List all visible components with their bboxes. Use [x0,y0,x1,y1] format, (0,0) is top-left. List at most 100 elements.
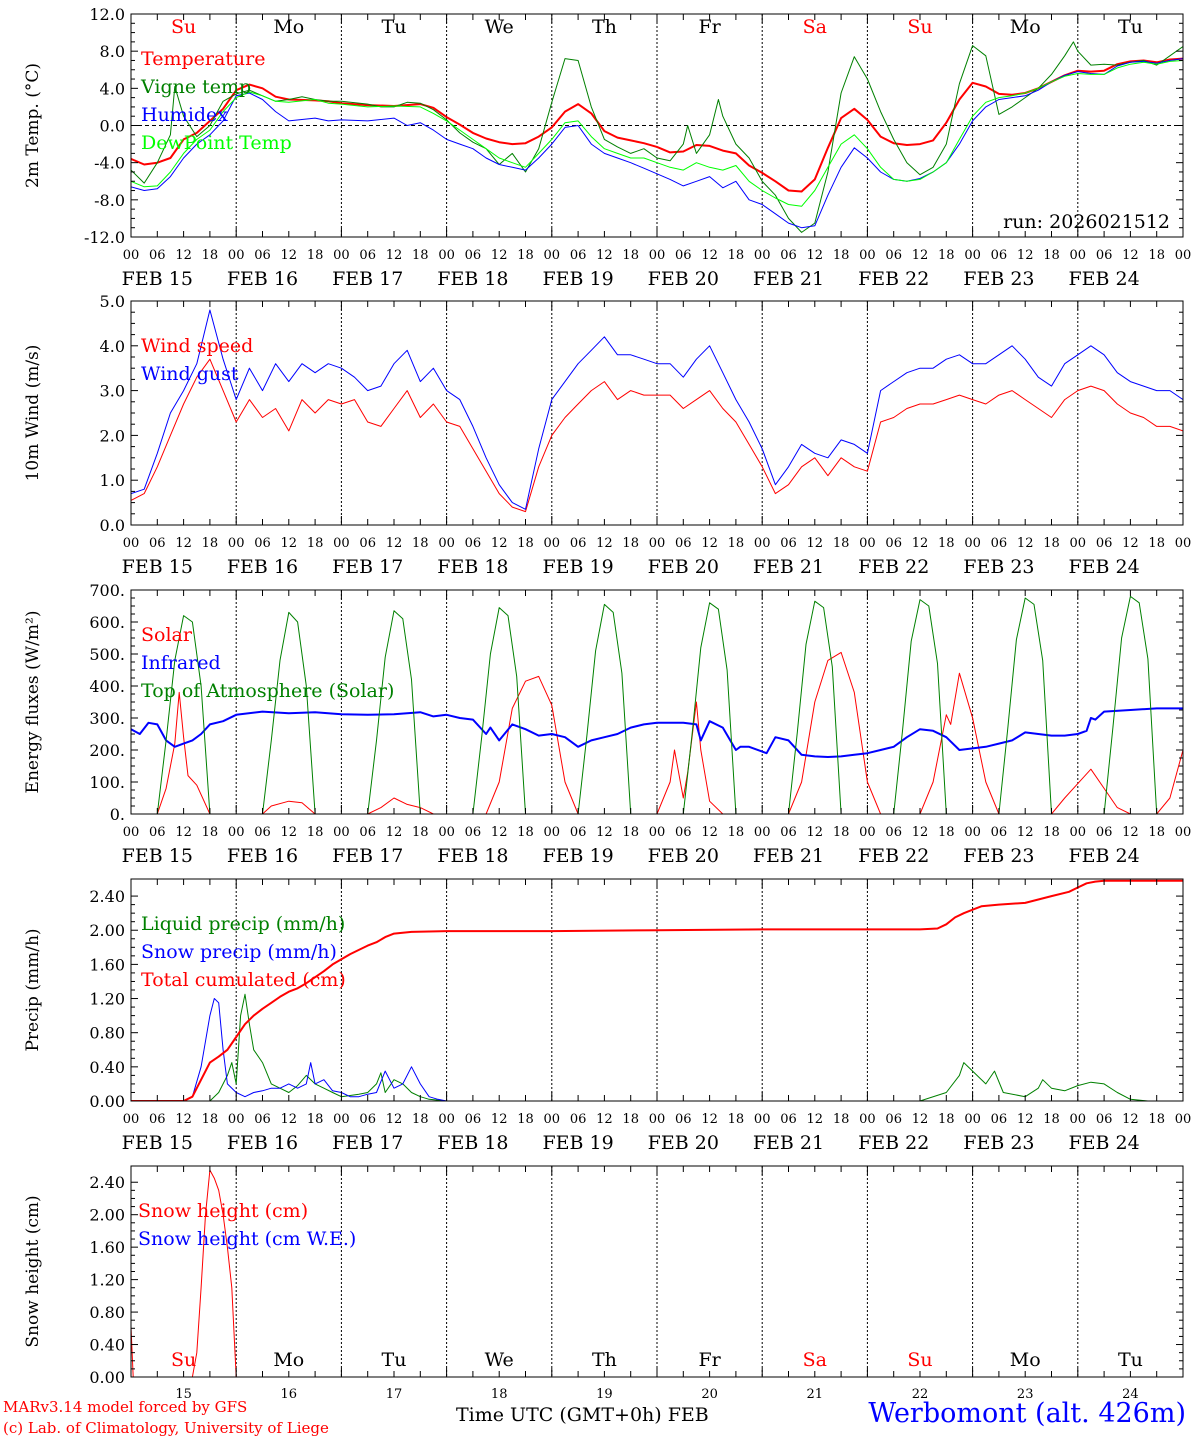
hour-tick-label: 12 [807,536,824,551]
hour-tick-label: 06 [465,1112,482,1127]
hour-tick-label: 18 [412,825,429,840]
y-tick-label: 400. [89,677,125,696]
date-label: FEB 16 [227,1132,298,1154]
y-tick-label: 0.00 [89,1368,125,1387]
hour-tick-label: 12 [491,248,508,263]
hour-tick-label: 06 [149,1112,166,1127]
lab-credit: (c) Lab. of Climatology, University of L… [3,1419,329,1437]
hour-tick-label: 18 [833,536,850,551]
model-credit: MARv3.14 model forced by GFS [3,1398,248,1416]
hour-tick-label: 06 [359,536,376,551]
date-label: FEB 17 [332,268,403,290]
day-number-label: 24 [1122,1387,1139,1400]
y-tick-label: 700. [89,581,125,600]
hour-tick-label: 18 [728,1112,745,1127]
series-line-wind-speed [131,358,1183,513]
date-label: FEB 17 [332,1132,403,1154]
hour-tick-label: 18 [938,825,955,840]
y-tick-label: 2.40 [89,1173,125,1192]
hour-tick-label: 00 [123,1112,140,1127]
hour-tick-label: 18 [1043,1112,1060,1127]
hour-tick-label: 00 [544,1112,561,1127]
y-tick-label: 0.0 [100,117,125,136]
y-tick-label: 0.40 [89,1336,125,1355]
weekday-label: Tu [1118,16,1143,38]
date-label: FEB 17 [332,845,403,867]
date-label: FEB 16 [227,268,298,290]
date-label: FEB 24 [1068,268,1139,290]
hour-tick-label: 18 [622,248,639,263]
hour-tick-label: 18 [622,825,639,840]
date-label: FEB 19 [542,556,613,578]
hour-tick-label: 06 [570,536,587,551]
hour-tick-label: 18 [728,248,745,263]
hour-tick-label: 00 [123,536,140,551]
legend-entry: Snow height (cm) [138,1200,308,1222]
hour-tick-label: 06 [991,825,1008,840]
hour-tick-label: 06 [885,248,902,263]
hour-tick-label: 12 [491,825,508,840]
hour-tick-label: 06 [254,1112,271,1127]
hour-tick-label: 12 [491,1112,508,1127]
hour-tick-label: 00 [1070,825,1087,840]
hour-tick-label: 00 [859,1112,876,1127]
hour-tick-label: 00 [228,825,245,840]
legend-entry: Vigne temp [140,76,251,98]
hour-tick-label: 12 [596,1112,613,1127]
legend-entry: Top of Atmosphere (Solar) [141,680,394,702]
hour-tick-label: 06 [1096,536,1113,551]
hour-tick-label: 18 [412,248,429,263]
hour-tick-label: 12 [491,536,508,551]
date-label: FEB 22 [858,268,929,290]
hour-tick-label: 00 [228,1112,245,1127]
y-tick-label: 200. [89,741,125,760]
hour-tick-label: 12 [281,248,298,263]
hour-tick-label: 18 [517,248,534,263]
date-label: FEB 23 [963,268,1034,290]
weekday-label: Th [592,16,617,38]
date-label: FEB 15 [122,268,193,290]
series-line-liquid-precip-mm-h- [131,993,1148,1101]
y-axis-label: 2m Temp. (°C) [23,63,43,188]
hour-tick-label: 12 [175,1112,192,1127]
y-tick-label: 0.40 [89,1058,125,1077]
hour-tick-label: 00 [754,1112,771,1127]
hour-tick-label: 00 [649,825,666,840]
hour-tick-label: 12 [386,825,403,840]
hour-tick-label: 06 [465,248,482,263]
y-tick-label: 2.0 [100,426,125,445]
legend-entry: Infrared [141,652,221,674]
weekday-label: Tu [1118,1349,1143,1371]
hour-tick-label: 06 [991,536,1008,551]
y-tick-label: 100. [89,773,125,792]
hour-tick-label: 12 [175,825,192,840]
y-tick-label: 1.60 [89,955,125,974]
series-line-snow-precip-mm-h- [131,998,763,1101]
day-number-label: 23 [1017,1387,1034,1400]
day-number-label: 16 [281,1387,298,1400]
series-line-vigne-temp [131,41,1183,233]
weekday-label: Su [907,16,932,38]
hour-tick-label: 00 [649,248,666,263]
y-tick-label: 3.0 [100,382,125,401]
day-number-label: 17 [386,1387,403,1400]
y-tick-label: 0. [110,805,125,824]
hour-tick-label: 12 [386,248,403,263]
hour-tick-label: 12 [175,248,192,263]
hour-tick-label: 00 [1175,825,1192,840]
hour-tick-label: 18 [938,248,955,263]
date-label: FEB 15 [122,845,193,867]
hour-tick-label: 18 [622,536,639,551]
hour-tick-label: 12 [807,248,824,263]
date-label: FEB 23 [963,1132,1034,1154]
hour-tick-label: 00 [754,248,771,263]
hour-tick-label: 06 [780,825,797,840]
station-name: Werbomont (alt. 426m) [868,1398,1186,1429]
date-label: FEB 18 [437,556,508,578]
date-label: FEB 19 [542,845,613,867]
hour-tick-label: 18 [833,1112,850,1127]
weekday-label: Su [907,1349,932,1371]
hour-tick-label: 18 [202,1112,219,1127]
date-label: FEB 18 [437,1132,508,1154]
